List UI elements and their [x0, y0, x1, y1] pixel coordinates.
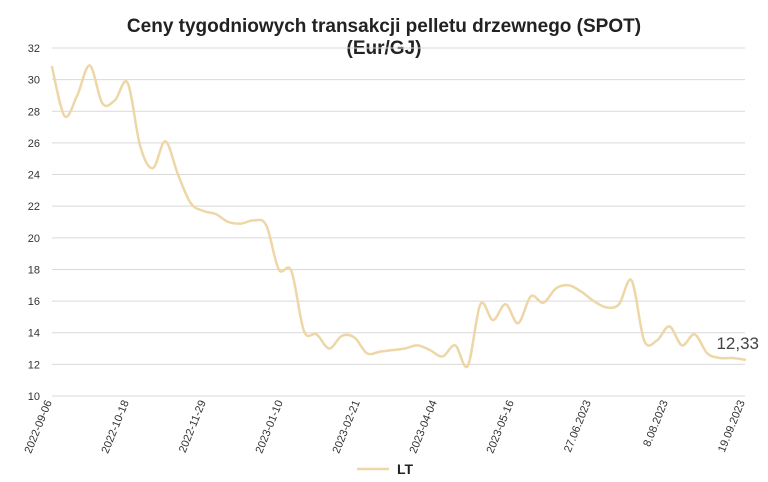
data-point — [467, 365, 468, 366]
grid — [52, 47, 745, 397]
data-point — [266, 225, 267, 226]
x-tick-label: 2023-01-10 — [254, 399, 286, 456]
data-point — [404, 348, 405, 349]
data-point — [618, 304, 619, 305]
data-point — [64, 115, 65, 116]
data-point — [530, 296, 531, 297]
data-point — [744, 359, 745, 360]
y-tick-label: 22 — [28, 201, 40, 213]
data-point — [177, 174, 178, 175]
data-point — [480, 304, 481, 305]
data-point — [341, 335, 342, 336]
x-tick-label: 2022-09-06 — [23, 399, 55, 456]
data-point — [455, 345, 456, 346]
data-point — [442, 356, 443, 357]
data-point — [366, 353, 367, 354]
legend-label: LT — [397, 461, 414, 477]
data-point — [165, 141, 166, 142]
data-point — [581, 291, 582, 292]
data-point — [278, 269, 279, 270]
data-point — [392, 350, 393, 351]
y-tick-label: 30 — [28, 75, 40, 87]
data-point — [228, 221, 229, 222]
data-point — [694, 334, 695, 335]
data-point — [417, 345, 418, 346]
x-tick-label: 2022-11-29 — [177, 399, 209, 455]
data-point — [102, 103, 103, 104]
data-point — [354, 337, 355, 338]
data-point — [89, 65, 90, 66]
y-axis: 10 12 14 16 18 20 22 24 26 28 30 32 — [28, 43, 40, 403]
data-point — [291, 270, 292, 271]
data-point — [719, 357, 720, 358]
data-point — [303, 331, 304, 332]
data-point — [190, 202, 191, 203]
y-tick-label: 18 — [28, 264, 40, 276]
y-tick-label: 16 — [28, 296, 40, 308]
data-point — [707, 353, 708, 354]
data-point — [51, 66, 52, 67]
data-point — [429, 350, 430, 351]
data-point — [593, 301, 594, 302]
data-point — [656, 340, 657, 341]
data-point — [492, 320, 493, 321]
data-point — [77, 95, 78, 96]
y-tick-label: 14 — [28, 328, 40, 340]
x-tick-label: 8.08.2023 — [641, 399, 670, 449]
data-point — [152, 168, 153, 169]
legend: LT — [357, 461, 414, 477]
data-point — [215, 214, 216, 215]
data-point — [140, 146, 141, 147]
y-tick-label: 20 — [28, 233, 40, 245]
data-point — [329, 348, 330, 349]
x-tick-label: 2023-02-21 — [331, 399, 363, 456]
data-point — [555, 288, 556, 289]
data-point — [681, 345, 682, 346]
data-point — [669, 326, 670, 327]
series — [50, 64, 747, 369]
x-tick-label: 27.06.2023 — [562, 399, 594, 455]
data-point — [253, 220, 254, 221]
series-line-lt — [50, 64, 747, 369]
data-point — [644, 340, 645, 341]
annotations: 12,33 — [716, 334, 759, 353]
data-point — [518, 323, 519, 324]
y-tick-label: 32 — [28, 43, 40, 55]
data-label: 12,33 — [716, 334, 759, 353]
data-point — [114, 100, 115, 101]
y-tick-label: 10 — [28, 391, 40, 403]
y-tick-label: 12 — [28, 359, 40, 371]
x-tick-label: 2023-05-16 — [485, 399, 517, 456]
data-point — [732, 357, 733, 358]
x-axis: 2022-09-06 2022-10-18 2022-11-29 2023-01-10… — [23, 399, 748, 456]
data-point — [631, 280, 632, 281]
x-tick-label: 2023-04-04 — [408, 399, 440, 456]
chart-title: Ceny tygodniowych transakcji pelletu drz… — [126, 16, 642, 37]
x-tick-label: 2022-10-18 — [100, 399, 132, 456]
data-point — [203, 210, 204, 211]
y-tick-label: 28 — [28, 106, 40, 118]
data-point — [240, 223, 241, 224]
data-point — [379, 351, 380, 352]
x-tick-label: 19.09.2023 — [716, 399, 748, 455]
data-point — [568, 285, 569, 286]
data-point — [505, 304, 506, 305]
data-point — [606, 307, 607, 308]
data-point — [127, 82, 128, 83]
data-point — [316, 334, 317, 335]
y-tick-label: 26 — [28, 138, 40, 150]
y-tick-label: 24 — [28, 170, 40, 182]
data-point — [543, 302, 544, 303]
